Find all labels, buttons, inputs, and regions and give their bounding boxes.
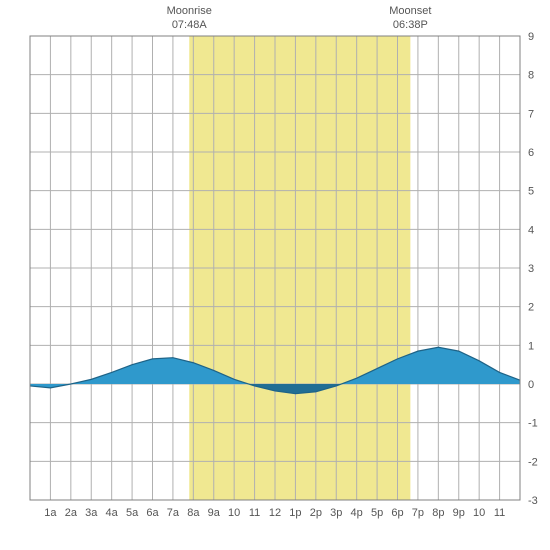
- x-label: 12: [269, 507, 281, 519]
- y-label: 8: [528, 70, 534, 82]
- x-label: 4a: [106, 507, 119, 519]
- y-label: 7: [528, 108, 534, 120]
- y-label: 4: [528, 224, 534, 236]
- x-label: 11: [494, 507, 505, 519]
- y-label: 5: [528, 186, 534, 198]
- chart-svg: 1a2a3a4a5a6a7a8a9a1011121p2p3p4p5p6p7p8p…: [0, 0, 550, 550]
- x-label: 7p: [412, 507, 424, 519]
- x-label: 3p: [330, 507, 342, 519]
- y-label: -1: [528, 418, 538, 430]
- y-label: 6: [528, 147, 534, 159]
- x-label: 9p: [453, 507, 465, 519]
- x-label: 8a: [187, 507, 200, 519]
- y-label: 9: [528, 31, 534, 43]
- moon-labels: Moonrise 07:48A Moonset 06:38P: [167, 5, 432, 31]
- y-label: -3: [528, 495, 538, 507]
- moonset-time: 06:38P: [393, 19, 428, 31]
- moonrise-title: Moonrise: [167, 5, 212, 17]
- x-label: 3a: [85, 507, 98, 519]
- moonset-title: Moonset: [389, 5, 431, 17]
- x-axis-labels: 1a 2a 3a 4a 5a 6a 7a 8a 9a 10 11 12 1p 2p 3p 4p 5p 6p 7p 8p…: [44, 507, 505, 519]
- x-label: 1p: [289, 507, 301, 519]
- moonrise-time: 07:48A: [172, 19, 208, 31]
- y-label: 2: [528, 302, 534, 314]
- x-label: 9a: [208, 507, 221, 519]
- y-label: -2: [528, 456, 538, 468]
- x-label: 8p: [432, 507, 444, 519]
- y-axis-labels: -3 -2 -1 0 1 2 3 4 5 6 7 8 9: [528, 31, 538, 507]
- x-label: 4p: [351, 507, 363, 519]
- x-label: 6a: [146, 507, 159, 519]
- x-label: 10: [473, 507, 485, 519]
- y-label: 0: [528, 379, 534, 391]
- x-label: 10: [228, 507, 240, 519]
- x-label: 5p: [371, 507, 383, 519]
- x-label: 11: [249, 507, 260, 519]
- tide-chart: 1a2a3a4a5a6a7a8a9a1011121p2p3p4p5p6p7p8p…: [0, 0, 550, 550]
- x-label: 6p: [391, 507, 403, 519]
- x-label: 2p: [310, 507, 322, 519]
- x-label: 1a: [44, 507, 57, 519]
- x-label: 2a: [65, 507, 78, 519]
- x-label: 5a: [126, 507, 139, 519]
- y-label: 3: [528, 263, 534, 275]
- x-label: 7a: [167, 507, 180, 519]
- y-label: 1: [528, 340, 534, 352]
